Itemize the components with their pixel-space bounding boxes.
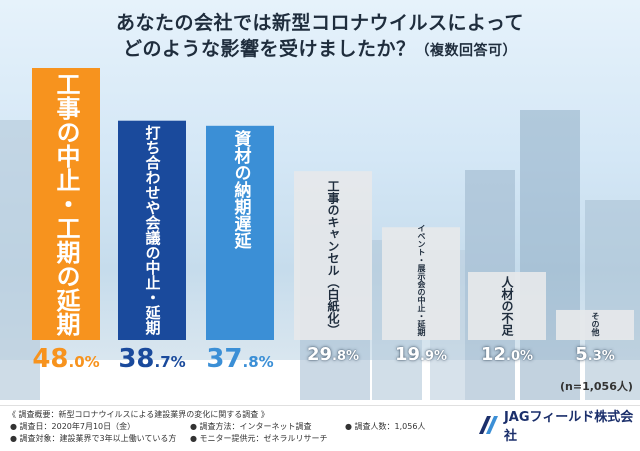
- chart-title-line2: どのような影響を受けましたか？（複数回答可）: [0, 34, 640, 61]
- survey-provider: ● モニター提供元：ゼネラルリサーチ: [190, 434, 328, 443]
- chart-title-note: （複数回答可）: [415, 43, 517, 59]
- skyline-building: [585, 200, 640, 400]
- survey-footer: 《 調査概要：新型コロナウイルスによる建設業界の変化に関する調査 》 ● 調査日…: [0, 405, 640, 451]
- bar-category-label: 人材の不足: [500, 276, 514, 336]
- bar-category-label: イベント・展示会の中止・延期: [417, 224, 426, 336]
- company-logo: JAGフィールド株式会社: [477, 410, 640, 444]
- bar-7: [556, 309, 634, 340]
- bar-1: [32, 68, 100, 340]
- chart-title-question: どのような影響を受けましたか？: [122, 38, 416, 60]
- survey-target: ● 調査対象：建設業界で3年以上働いている方: [10, 434, 177, 443]
- survey-method: ● 調査方法：インターネット調査: [190, 422, 312, 431]
- bar-value-label: 37.8%: [206, 344, 274, 374]
- bar-chart: [32, 68, 634, 340]
- bar-6: [468, 272, 546, 340]
- bar-4: [294, 171, 372, 340]
- bar-value-label: 48.0%: [32, 344, 100, 374]
- company-name: JAGフィールド株式会社: [503, 410, 634, 444]
- jag-logo-icon: [479, 416, 498, 434]
- bar-3: [206, 125, 274, 340]
- survey-heading: 《 調査概要：新型コロナウイルスによる建設業界の変化に関する調査 》: [8, 410, 269, 419]
- bar-category-label: その他: [591, 312, 600, 336]
- bar-value-label: 38.7%: [118, 344, 186, 374]
- skyline-building: [520, 110, 580, 400]
- bar-value-label: 5.3%: [575, 344, 615, 365]
- bar-5: [382, 227, 460, 340]
- bar-value-label: 29.8%: [306, 344, 360, 365]
- chart-title-line1: あなたの会社では新型コロナウイルスによって: [116, 12, 524, 34]
- bar-value-label: 12.0%: [480, 344, 534, 365]
- bar-category-label: 資材の納期遅延: [230, 129, 251, 249]
- bar-value-label: 19.9%: [394, 344, 448, 365]
- survey-date: ● 調査日：2020年7月10日（金）: [10, 422, 136, 431]
- bar-category-label: 工事の中止・工期の延期: [52, 72, 80, 336]
- sample-size-note: (n=1,056人): [560, 380, 633, 393]
- bar-category-label: 打ち合わせや会議の中止・延期: [143, 124, 162, 335]
- bar-2: [118, 120, 186, 340]
- survey-count: ● 調査人数：1,056人: [345, 422, 426, 431]
- bar-category-label: 工事のキャンセル（白紙化）: [326, 180, 340, 336]
